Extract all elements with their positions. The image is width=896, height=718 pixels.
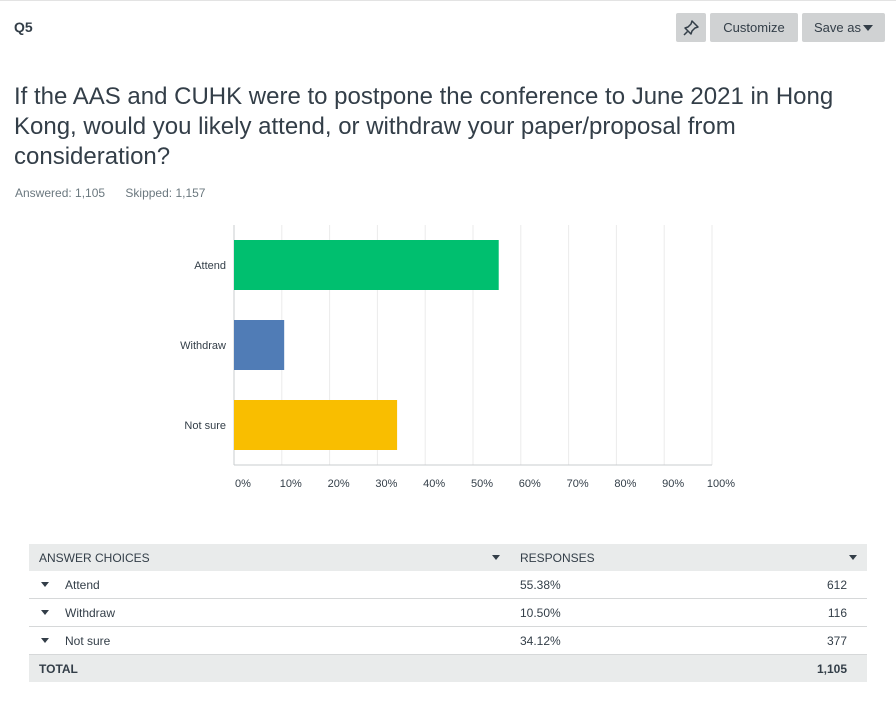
pushpin-icon (683, 19, 699, 36)
x-tick-label: 0% (235, 478, 251, 490)
x-tick-label: 30% (375, 478, 397, 490)
customize-button[interactable]: Customize (710, 13, 798, 42)
bar[interactable] (234, 400, 398, 450)
responses-header-label: RESPONSES (520, 550, 595, 565)
question-number: Q5 (14, 19, 33, 35)
total-count: 1,105 (689, 654, 867, 682)
row-percent: 55.38% (510, 571, 690, 599)
answered-count: Answered: 1,105 (15, 186, 106, 200)
question-title: If the AAS and CUHK were to postpone the… (14, 83, 834, 170)
x-tick-label: 50% (471, 478, 493, 490)
category-label: Attend (194, 260, 226, 272)
x-tick-label: 20% (328, 478, 350, 490)
answer-table: ANSWER CHOICES RESPONSES Attend 55.38% 6… (29, 544, 867, 682)
chevron-down-icon (862, 24, 873, 31)
responses-header[interactable]: RESPONSES (510, 544, 867, 571)
bar[interactable] (234, 320, 285, 370)
skipped-count: Skipped: 1,157 (125, 186, 206, 200)
x-tick-label: 60% (519, 478, 541, 490)
customize-label: Customize (723, 20, 785, 35)
expand-caret-icon[interactable] (41, 581, 49, 587)
save-as-button[interactable]: Save as (802, 13, 885, 42)
row-choice: Not sure (65, 633, 111, 648)
answer-choices-header-label: ANSWER CHOICES (39, 550, 150, 565)
row-percent: 34.12% (510, 626, 690, 655)
category-label: Not sure (184, 420, 226, 432)
expand-caret-icon[interactable] (41, 609, 49, 615)
row-count: 377 (689, 626, 867, 655)
sort-caret-icon (492, 555, 500, 560)
row-choice: Attend (65, 577, 100, 592)
table-row: Withdraw 10.50% 116 (29, 598, 867, 627)
category-label: Withdraw (180, 340, 226, 352)
expand-caret-icon[interactable] (41, 637, 49, 643)
total-label: TOTAL (29, 654, 510, 682)
pin-button[interactable] (676, 13, 706, 42)
x-tick-label: 40% (423, 478, 445, 490)
save-as-label: Save as (814, 20, 861, 35)
row-percent: 10.50% (510, 598, 690, 627)
bar-chart: Attend Withdraw Not sure 0% 10% 20% 30% 40% 50% 6… (180, 225, 735, 490)
total-row: TOTAL 1,105 (29, 654, 867, 682)
row-count: 612 (689, 571, 867, 599)
x-tick-label: 70% (567, 478, 589, 490)
x-tick-label: 10% (280, 478, 302, 490)
table-row: Attend 55.38% 612 (29, 571, 867, 599)
answer-choices-header[interactable]: ANSWER CHOICES (29, 544, 510, 571)
top-divider (0, 0, 896, 1)
sort-caret-icon (849, 555, 857, 560)
response-stats: Answered: 1,105 Skipped: 1,157 (15, 186, 222, 200)
row-choice: Withdraw (65, 605, 116, 620)
x-tick-label: 90% (662, 478, 684, 490)
row-count: 116 (689, 598, 867, 627)
x-tick-label: 100% (707, 478, 735, 490)
x-tick-label: 80% (614, 478, 636, 490)
bar[interactable] (234, 240, 499, 290)
table-row: Not sure 34.12% 377 (29, 626, 867, 655)
